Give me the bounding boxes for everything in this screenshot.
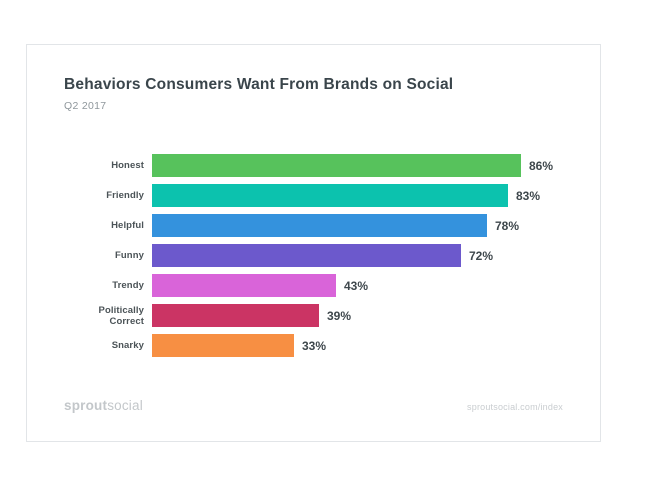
category-label: Friendly bbox=[106, 190, 144, 201]
bar-row: Trendy 43% bbox=[64, 274, 563, 297]
category-label: Funny bbox=[115, 250, 144, 261]
sproutsocial-logo: sproutsocial bbox=[64, 398, 143, 413]
bar-snarky bbox=[152, 334, 294, 357]
chart-subtitle: Q2 2017 bbox=[64, 100, 107, 112]
category-label: Snarky bbox=[111, 340, 144, 351]
bar-row: Snarky 33% bbox=[64, 334, 563, 357]
bar-row: Friendly 83% bbox=[64, 184, 563, 207]
bar-row: Politically Correct 39% bbox=[64, 304, 563, 327]
bar-politically-correct bbox=[152, 304, 319, 327]
bar-funny bbox=[152, 244, 461, 267]
bar-row: Helpful 78% bbox=[64, 214, 563, 237]
category-label: Honest bbox=[111, 160, 144, 171]
value-label: 78% bbox=[495, 218, 520, 233]
chart-card: Behaviors Consumers Want From Brands on … bbox=[26, 44, 601, 442]
value-label: 83% bbox=[516, 188, 541, 203]
value-label: 39% bbox=[327, 308, 352, 323]
card-footer: sproutsocial sproutsocial.com/index bbox=[64, 398, 563, 413]
bar-helpful bbox=[152, 214, 487, 237]
value-label: 33% bbox=[302, 338, 327, 353]
footer-url: sproutsocial.com/index bbox=[467, 402, 563, 412]
bar-chart: Honest 86% Friendly 83% Helpful 78% Funny 72% Tr… bbox=[64, 154, 563, 357]
category-label: Trendy bbox=[112, 280, 144, 291]
bar-trendy bbox=[152, 274, 336, 297]
category-label: Helpful bbox=[111, 220, 144, 231]
value-label: 43% bbox=[344, 278, 369, 293]
chart-title: Behaviors Consumers Want From Brands on … bbox=[64, 76, 454, 93]
category-label: Politically Correct bbox=[98, 304, 144, 327]
bar-honest bbox=[152, 154, 521, 177]
value-label: 72% bbox=[469, 248, 494, 263]
bar-friendly bbox=[152, 184, 508, 207]
bar-row: Honest 86% bbox=[64, 154, 563, 177]
logo-light-text: social bbox=[107, 398, 143, 413]
value-label: 86% bbox=[529, 158, 554, 173]
bar-row: Funny 72% bbox=[64, 244, 563, 267]
logo-bold-text: sprout bbox=[64, 398, 108, 413]
